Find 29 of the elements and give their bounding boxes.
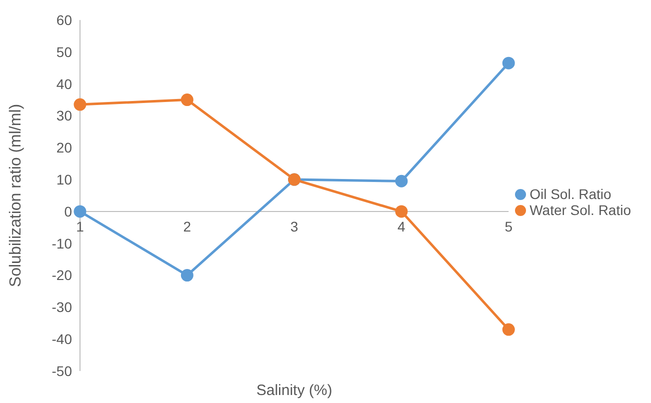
- x-tick-label: 4: [398, 218, 406, 234]
- y-tick-label: 10: [56, 172, 72, 188]
- y-tick-label: -10: [52, 235, 72, 252]
- x-tick-label: 1: [76, 218, 84, 234]
- y-tick-label: 30: [56, 108, 72, 124]
- y-tick-label: -50: [52, 362, 72, 379]
- legend-label: Water Sol. Ratio: [530, 202, 631, 218]
- point: [395, 174, 408, 188]
- y-tick-label: 20: [56, 140, 72, 156]
- point: [502, 56, 515, 70]
- point: [180, 269, 194, 282]
- y-tick-label: -20: [52, 267, 72, 284]
- legend-label: Oil Sol. Ratio: [530, 186, 612, 202]
- y-tick-label: -40: [52, 331, 72, 348]
- y-axis-title: Solubilization ratio (ml/ml): [8, 104, 25, 288]
- x-tick-label: 5: [504, 218, 513, 234]
- x-axis-title: Salinity (%): [256, 382, 332, 399]
- y-tick-label: 60: [56, 12, 72, 28]
- y-tick-label: 50: [56, 44, 72, 60]
- x-tick-label: 2: [183, 218, 192, 234]
- point: [74, 205, 86, 218]
- point: [502, 323, 515, 336]
- y-tick-label: 40: [56, 76, 72, 92]
- y-tick-label: -30: [52, 299, 72, 316]
- y-tick-label: 0: [64, 203, 72, 220]
- point: [74, 98, 86, 111]
- point: [395, 205, 408, 218]
- point: [180, 94, 194, 106]
- x-tick-label: 3: [290, 218, 298, 234]
